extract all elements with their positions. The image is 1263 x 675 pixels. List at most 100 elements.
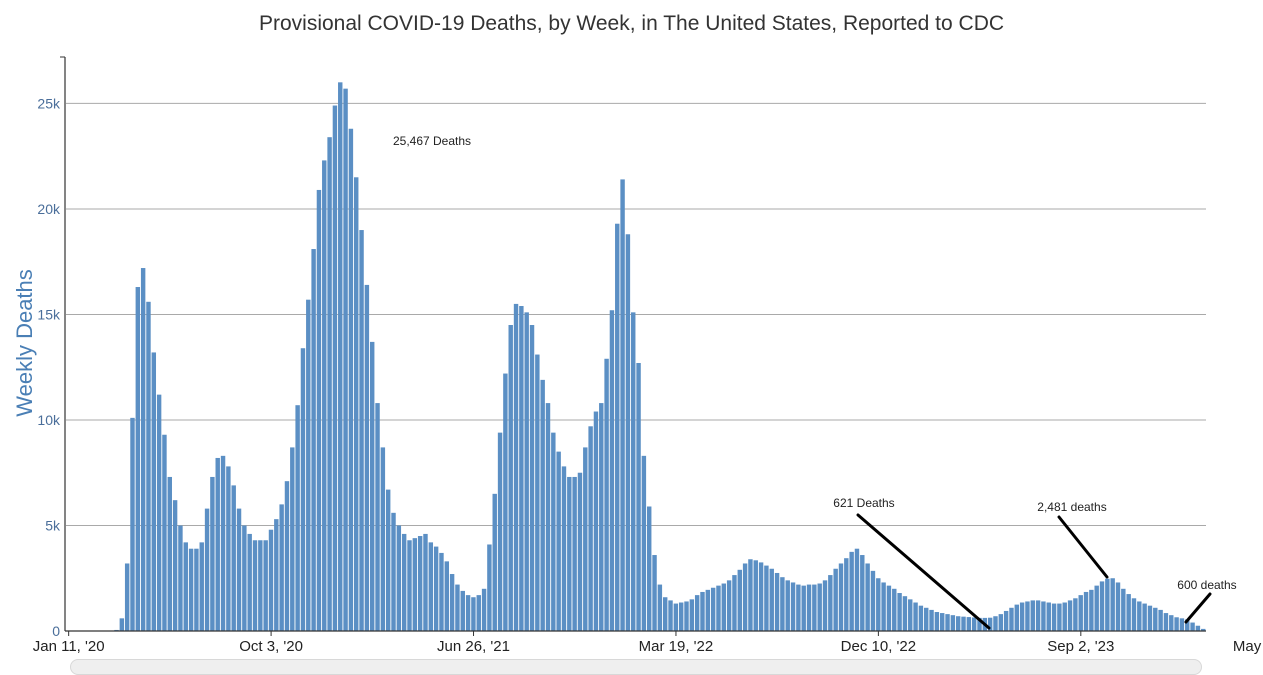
bar-64[interactable] — [407, 540, 412, 631]
bar-143[interactable] — [828, 575, 833, 631]
bar-19[interactable] — [167, 476, 172, 631]
bar-195[interactable] — [1105, 578, 1110, 631]
bar-208[interactable] — [1174, 617, 1179, 631]
bar-171[interactable] — [977, 617, 982, 631]
bar-201[interactable] — [1137, 601, 1142, 631]
bar-34[interactable] — [247, 533, 252, 631]
bar-147[interactable] — [849, 551, 854, 631]
bar-55[interactable] — [359, 230, 364, 631]
bar-192[interactable] — [1089, 589, 1094, 631]
bar-209[interactable] — [1179, 618, 1185, 631]
bar-107[interactable] — [636, 362, 641, 631]
bar-194[interactable] — [1099, 581, 1105, 631]
bar-190[interactable] — [1078, 595, 1083, 631]
bar-184[interactable] — [1046, 602, 1051, 631]
bar-198[interactable] — [1121, 588, 1126, 631]
bar-98[interactable] — [588, 426, 593, 631]
bar-50[interactable] — [332, 105, 338, 632]
bar-181[interactable] — [1030, 600, 1035, 631]
bar-119[interactable] — [700, 591, 705, 631]
bar-36[interactable] — [258, 540, 263, 631]
bar-93[interactable] — [561, 466, 567, 631]
bar-206[interactable] — [1163, 613, 1169, 631]
bar-130[interactable] — [758, 562, 764, 631]
bar-63[interactable] — [401, 533, 407, 631]
bar-24[interactable] — [194, 548, 199, 631]
bar-27[interactable] — [210, 476, 215, 631]
bar-49[interactable] — [327, 137, 332, 632]
bar-65[interactable] — [412, 538, 418, 631]
bar-168[interactable] — [961, 616, 966, 631]
bar-132[interactable] — [769, 568, 774, 631]
bar-46[interactable] — [311, 249, 316, 632]
bar-202[interactable] — [1142, 603, 1147, 631]
bar-141[interactable] — [817, 583, 822, 631]
bar-178[interactable] — [1014, 604, 1020, 631]
bar-120[interactable] — [705, 589, 711, 631]
bar-142[interactable] — [822, 580, 828, 631]
bar-205[interactable] — [1158, 609, 1163, 631]
bar-127[interactable] — [742, 563, 748, 631]
bar-166[interactable] — [950, 615, 956, 631]
bar-137[interactable] — [796, 584, 801, 631]
bar-187[interactable] — [1062, 602, 1067, 631]
bar-45[interactable] — [306, 299, 311, 631]
bar-115[interactable] — [678, 602, 684, 631]
bar-104[interactable] — [620, 179, 625, 631]
bar-23[interactable] — [188, 548, 194, 631]
bar-86[interactable] — [524, 312, 529, 631]
bar-81[interactable] — [497, 432, 503, 631]
bar-109[interactable] — [647, 506, 652, 631]
bar-164[interactable] — [939, 613, 945, 631]
bar-155[interactable] — [892, 588, 897, 631]
bar-72[interactable] — [449, 574, 455, 631]
bar-176[interactable] — [1003, 610, 1009, 631]
bar-169[interactable] — [966, 617, 972, 631]
bar-106[interactable] — [631, 312, 636, 631]
bar-33[interactable] — [242, 525, 247, 631]
bar-56[interactable] — [364, 284, 370, 631]
bar-37[interactable] — [263, 540, 268, 631]
bar-212[interactable] — [1195, 625, 1201, 631]
bar-88[interactable] — [535, 354, 540, 631]
bar-57[interactable] — [369, 341, 375, 631]
bar-17[interactable] — [156, 394, 162, 631]
bar-21[interactable] — [178, 525, 183, 631]
bar-41[interactable] — [284, 481, 290, 631]
bar-197[interactable] — [1115, 582, 1121, 631]
bar-126[interactable] — [737, 569, 742, 631]
bar-44[interactable] — [300, 348, 306, 631]
bar-12[interactable] — [130, 417, 135, 631]
bar-62[interactable] — [396, 525, 402, 631]
bar-199[interactable] — [1126, 594, 1131, 631]
bar-101[interactable] — [604, 358, 609, 631]
bar-59[interactable] — [380, 447, 386, 631]
bar-204[interactable] — [1153, 607, 1158, 631]
bar-117[interactable] — [689, 599, 695, 631]
bar-128[interactable] — [748, 559, 753, 631]
bar-148[interactable] — [854, 548, 860, 631]
bar-35[interactable] — [252, 540, 258, 631]
bar-52[interactable] — [343, 88, 348, 631]
bar-135[interactable] — [785, 580, 790, 631]
bar-10[interactable] — [119, 618, 125, 631]
bar-90[interactable] — [545, 403, 551, 631]
bar-74[interactable] — [460, 590, 465, 631]
bar-91[interactable] — [551, 432, 556, 631]
bar-87[interactable] — [529, 325, 535, 631]
bar-68[interactable] — [428, 542, 434, 631]
bar-97[interactable] — [583, 447, 588, 631]
bar-167[interactable] — [955, 616, 961, 631]
bar-78[interactable] — [481, 588, 487, 631]
bar-103[interactable] — [615, 223, 620, 631]
bar-124[interactable] — [726, 580, 732, 631]
bar-162[interactable] — [929, 609, 934, 631]
bar-108[interactable] — [641, 455, 647, 631]
bar-145[interactable] — [838, 563, 844, 631]
bar-79[interactable] — [487, 544, 492, 631]
bar-47[interactable] — [316, 189, 322, 631]
bar-43[interactable] — [295, 405, 300, 631]
bar-161[interactable] — [924, 607, 929, 631]
bar-18[interactable] — [162, 434, 167, 631]
bar-16[interactable] — [151, 352, 157, 631]
